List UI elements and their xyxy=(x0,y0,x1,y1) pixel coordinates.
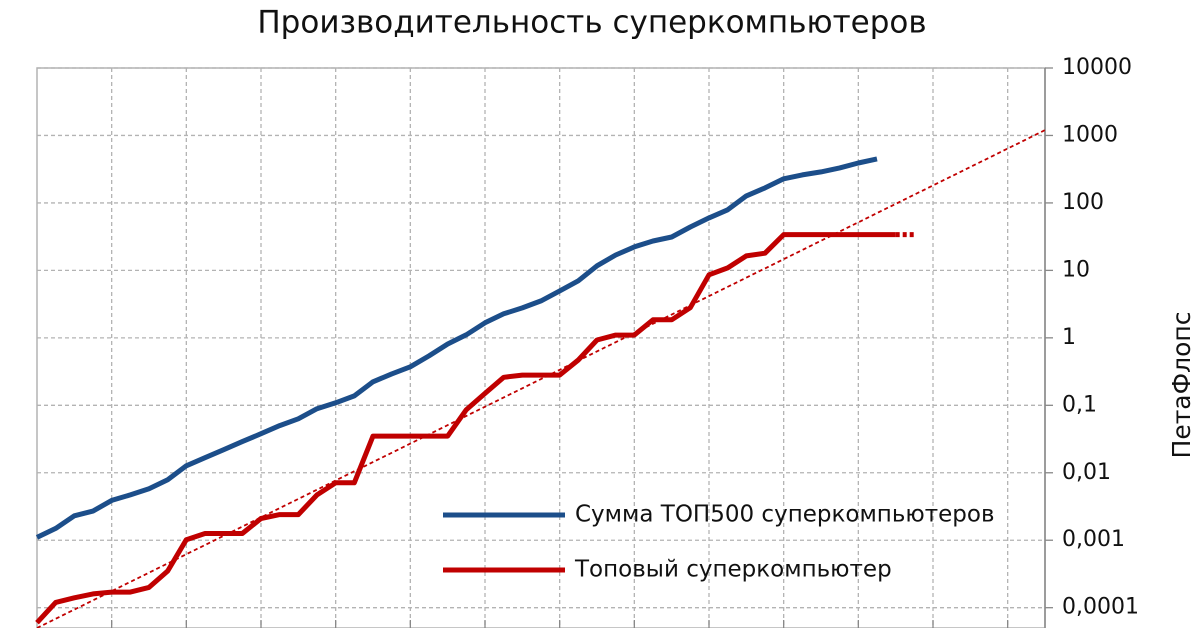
legend-label: Топовый суперкомпьютер xyxy=(574,557,892,583)
trend-line xyxy=(36,129,1046,628)
y-tick-label: 10 xyxy=(1062,257,1090,282)
series-line xyxy=(35,232,896,625)
y-tick-label: 0,01 xyxy=(1062,460,1111,485)
y-tick-label: 0,0001 xyxy=(1062,595,1139,620)
series-line xyxy=(35,156,878,540)
y-tick-label: 10000 xyxy=(1062,55,1132,80)
y-tick-label: 0,001 xyxy=(1062,527,1125,552)
chart-title: Производительность суперкомпьютеров xyxy=(257,5,926,41)
y-tick-label: 0,1 xyxy=(1062,392,1097,417)
legend-label: Сумма ТОП500 суперкомпьютеров xyxy=(575,502,995,528)
y-axis-label: ПетаФлопс xyxy=(1167,312,1196,459)
y-tick-label: 1000 xyxy=(1062,122,1118,147)
y-tick-label: 100 xyxy=(1062,190,1104,215)
plot-frame xyxy=(36,67,1046,628)
y-tick-label: 1 xyxy=(1062,325,1076,350)
